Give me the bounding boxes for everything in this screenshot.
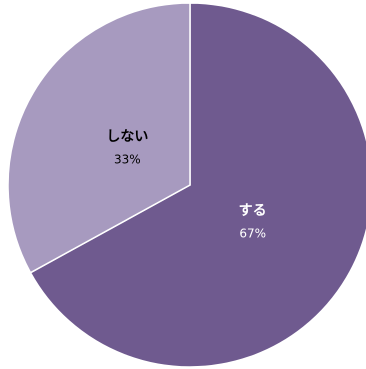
slice-value-label: 67%	[239, 227, 266, 241]
pie-slice	[7, 2, 191, 274]
slice-label: する	[239, 203, 267, 219]
slice-value-label: 33%	[114, 152, 141, 166]
pie-slice	[29, 2, 366, 368]
slice-label: しない	[106, 129, 148, 145]
